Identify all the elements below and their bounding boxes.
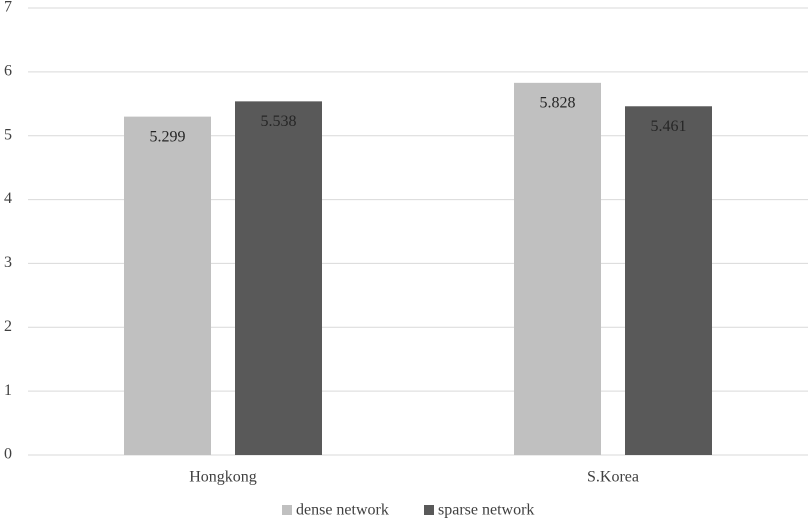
bar (514, 82, 601, 455)
y-tick-label: 6 (4, 63, 12, 80)
bar (235, 101, 322, 456)
bar (625, 106, 712, 455)
legend-label: dense network (296, 502, 389, 519)
legend-label: sparse network (438, 502, 534, 519)
x-tick-label: Hongkong (189, 469, 257, 486)
y-tick-label: 5 (4, 126, 12, 143)
y-tick-label: 7 (4, 0, 12, 16)
value-label: 5.299 (150, 128, 186, 145)
value-label: 5.828 (540, 95, 576, 112)
value-label: 5.538 (261, 113, 297, 130)
value-label: 5.461 (651, 118, 687, 135)
y-tick-label: 4 (4, 190, 12, 207)
legend-swatch (424, 505, 434, 515)
y-tick-label: 2 (4, 318, 12, 335)
y-tick-label: 0 (4, 446, 12, 463)
y-tick-label: 3 (4, 254, 12, 271)
y-tick-label: 1 (4, 382, 12, 399)
legend-swatch (282, 505, 292, 515)
bar (124, 116, 211, 455)
x-tick-label: S.Korea (587, 469, 639, 486)
